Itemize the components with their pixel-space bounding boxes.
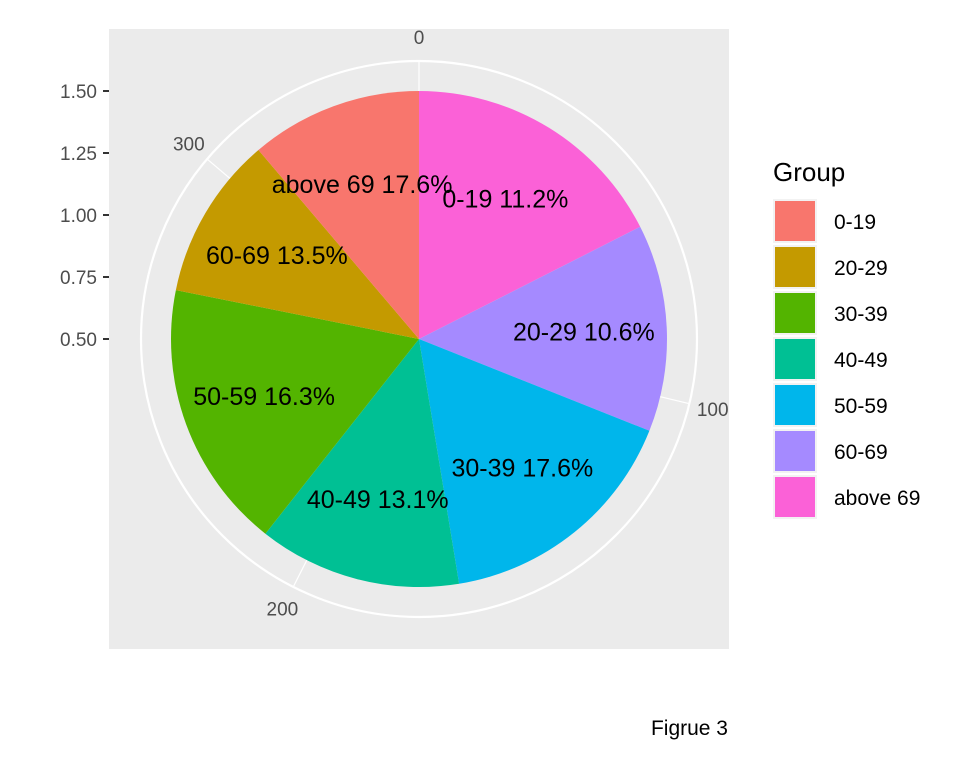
- legend: Group 0-19 20-29 30-39 40-49 50-59 60-69 above…: [773, 157, 920, 519]
- legend-swatch-40-49: [775, 339, 815, 379]
- radial-tick-label: 1.00: [60, 206, 97, 227]
- radial-tick-label: 1.50: [60, 82, 97, 103]
- slice-label-20-29: 20-29 10.6%: [513, 319, 655, 347]
- legend-swatch-20-29: [775, 247, 815, 287]
- pie-slice-60-69: [419, 226, 667, 431]
- pie-slice-40-49: [265, 339, 460, 587]
- slice-label-0-19: 0-19 11.2%: [442, 185, 568, 213]
- theta-tick-label: 100: [697, 400, 729, 421]
- legend-swatch-0-19: [775, 201, 815, 241]
- legend-label-0-19: 0-19: [834, 211, 876, 234]
- theta-tick-layer: 0 100 200 300: [173, 28, 729, 620]
- legend-label-50-59: 50-59: [834, 395, 888, 418]
- legend-label-60-69: 60-69: [834, 441, 888, 464]
- slice-label-30-39: 30-39 17.6%: [451, 455, 593, 483]
- figure-caption: Figrue 3: [651, 717, 728, 740]
- pie-slice-30-39: [171, 290, 419, 534]
- slice-label-40-49: 40-49 13.1%: [307, 486, 449, 514]
- slice-label-layer: 0-19 11.2% 20-29 10.6% 30-39 17.6%40-49 13…: [193, 171, 654, 514]
- radial-tick-label: 0.50: [60, 330, 97, 351]
- pie-slice-0-19: [258, 91, 419, 339]
- legend-swatch-above-69: [775, 477, 815, 517]
- radial-axis: 0.50 0.75 1.00 1.25 1.50: [60, 82, 109, 351]
- legend-label-above-69: above 69: [834, 487, 920, 510]
- legend-swatch-50-59: [775, 385, 815, 425]
- pie-slice-50-59: [419, 339, 650, 584]
- legend-label-40-49: 40-49: [834, 349, 888, 372]
- slice-label-50-59: 50-59 16.3%: [193, 383, 335, 411]
- slice-layer: [171, 91, 667, 587]
- theta-tick-label: 300: [173, 134, 205, 155]
- slice-label-above-69: above 69 17.6%: [272, 171, 453, 199]
- pie-slice-above-69: [419, 91, 641, 339]
- theta-tick-label: 0: [414, 28, 425, 49]
- legend-title: Group: [773, 157, 845, 187]
- theta-tick-label: 200: [267, 599, 299, 620]
- legend-swatch-60-69: [775, 431, 815, 471]
- slice-label-60-69: 60-69 13.5%: [206, 242, 348, 270]
- legend-swatch-30-39: [775, 293, 815, 333]
- pie-slice-20-29: [175, 149, 419, 339]
- radial-tick-label: 0.75: [60, 268, 97, 289]
- legend-label-30-39: 30-39: [834, 303, 888, 326]
- legend-label-20-29: 20-29: [834, 257, 888, 280]
- radial-tick-label: 1.25: [60, 144, 97, 165]
